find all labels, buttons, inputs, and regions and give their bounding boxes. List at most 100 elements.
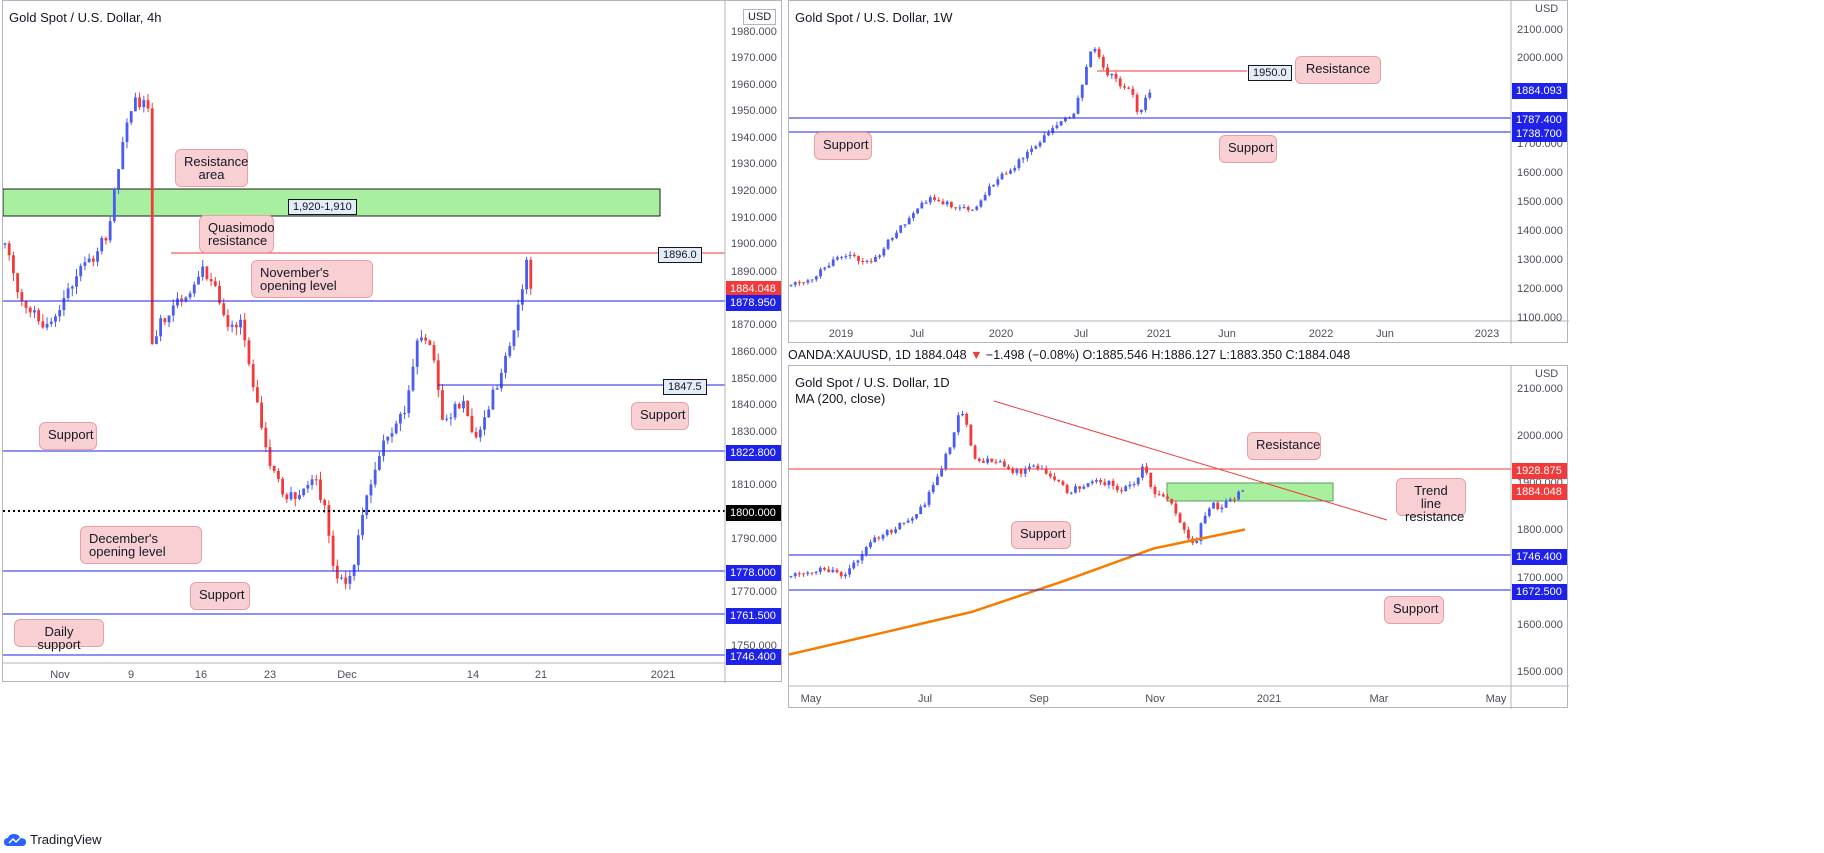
candle-body [390,433,394,437]
zone-label: 1,920-1,910 [288,199,357,215]
candle-body [1111,480,1115,487]
candle-body [977,458,981,461]
candle-body [848,568,851,575]
candle-body [302,488,306,496]
candle-body [104,238,108,241]
candle-body [956,415,960,433]
candle-body [512,330,516,347]
candle-body [54,316,57,322]
price-tick-label: 1920.000 [731,185,777,197]
candle-body [352,565,356,576]
candle-body [424,337,428,341]
candle-body [1149,472,1153,487]
candle-body [529,259,533,289]
candle-body [983,194,987,201]
candle-body [361,515,364,536]
candle-body [117,169,120,189]
candle-body [167,315,171,323]
candle-body [1044,468,1048,474]
candle-body [818,567,822,572]
chart-1d-svg[interactable]: 2100.0002000.0001900.0001800.0001700.000… [789,366,1569,709]
chart-panel-1d[interactable]: 2100.000 2000.000 1900.000 1800.000 1700.000… [788,365,1569,709]
ohlc-close: 1884.048 [1298,348,1351,362]
candle-body [33,310,36,313]
candle-body [1145,466,1148,473]
callout-quasimodo: Quasimodo resistance [199,215,274,253]
candle-body [958,207,962,209]
chart-1w-svg[interactable]: 2100.0002000.0001700.0001600.0001500.000… [789,1,1569,344]
chart-panel-1w[interactable]: 2100.000 2000.000 1700.000 1600.000 1500.000… [788,0,1569,344]
price-tick-label: 1940.000 [731,132,777,144]
price-tick-label: 2100.000 [1517,24,1563,36]
candle-body [129,111,133,123]
price-tick-label: 1500.000 [1517,196,1563,208]
candle-body [150,108,154,345]
candle-body [971,209,974,211]
candle-body [802,573,805,575]
candle-body [861,260,865,262]
candle-body [323,499,327,506]
candle-body [1237,491,1241,500]
candle-body [462,400,465,409]
candle-body [1007,466,1010,470]
candle-body [1047,132,1050,136]
time-axis-4h[interactable]: Nov 9 16 23 Dec 14 21 2021 [50,669,675,681]
candle-body [823,567,826,570]
candle-body [1174,503,1178,514]
candle-body [869,260,873,262]
candle-body [411,366,415,391]
time-tick-label: 2021 [651,669,675,681]
price-tick-label: 1930.000 [731,158,777,170]
chart-4h-svg[interactable]: 1980.000 1970.000 1960.000 1950.000 1940.000… [3,1,783,683]
price-tick-label: 2100.000 [1517,383,1563,395]
candle-body [793,573,797,577]
candle-body [940,468,944,477]
candle-body [348,575,352,584]
candle-body [1061,481,1065,485]
candle-body [1009,170,1012,174]
candle-body [251,364,255,388]
candle-body [310,479,314,485]
candle-body [920,202,924,209]
candle-body [903,224,907,226]
candle-body [814,276,818,280]
candle-body [298,495,301,499]
price-axis-4h[interactable]: 1980.000 1970.000 1960.000 1950.000 1940.000… [731,26,777,652]
ohlc-last: 1884.048 [914,348,967,362]
candle-body [827,569,831,572]
tag-1884-price: 1884.048 [726,281,781,297]
price-tick-label: 1840.000 [731,399,777,411]
candle-body [836,257,839,260]
price-tick-label: 1910.000 [731,212,777,224]
price-tick-label: 1970.000 [731,52,777,64]
price-axis-1w[interactable]: 2100.0002000.0001700.0001600.0001500.000… [1517,24,1563,324]
candle-body [155,336,158,345]
candle-body [945,201,949,205]
chart-panel-4h[interactable]: 1980.000 1970.000 1960.000 1950.000 1940.000… [2,0,783,683]
candle-body [264,427,268,448]
price-axis-1d[interactable]: 2100.0002000.0001900.0001800.0001700.000… [1517,383,1563,678]
price-tick-label: 1980.000 [731,26,777,38]
candle-body [441,390,444,420]
ohlc-arrow-icon: ▼ [970,348,983,362]
candle-body [75,276,78,287]
time-tick-label: 2019 [829,328,853,340]
candle-body [931,485,935,493]
candle-body [982,460,985,463]
candle-body [998,461,1002,463]
time-axis-1d[interactable]: May Jul Sep Nov 2021 Mar May [801,693,1507,705]
ohlc-low: 1883.350 [1229,348,1283,362]
candle-body [1220,507,1224,510]
candle-body [864,547,868,555]
time-axis-1w[interactable]: 2019 Jul 2020 Jul 2021 Jun 2022 Jun 2023 [829,328,1499,340]
candle-body [941,201,945,205]
candle-body [45,323,49,328]
candle-body [142,100,146,108]
callout-resistance-area: Resistance area [175,149,248,187]
candle-body [912,213,915,219]
tradingview-logo[interactable]: TradingView [4,832,102,847]
candle-body [899,225,903,233]
candle-body [1182,522,1186,530]
time-tick-label: Jul [910,328,924,340]
candle-body [806,280,810,283]
